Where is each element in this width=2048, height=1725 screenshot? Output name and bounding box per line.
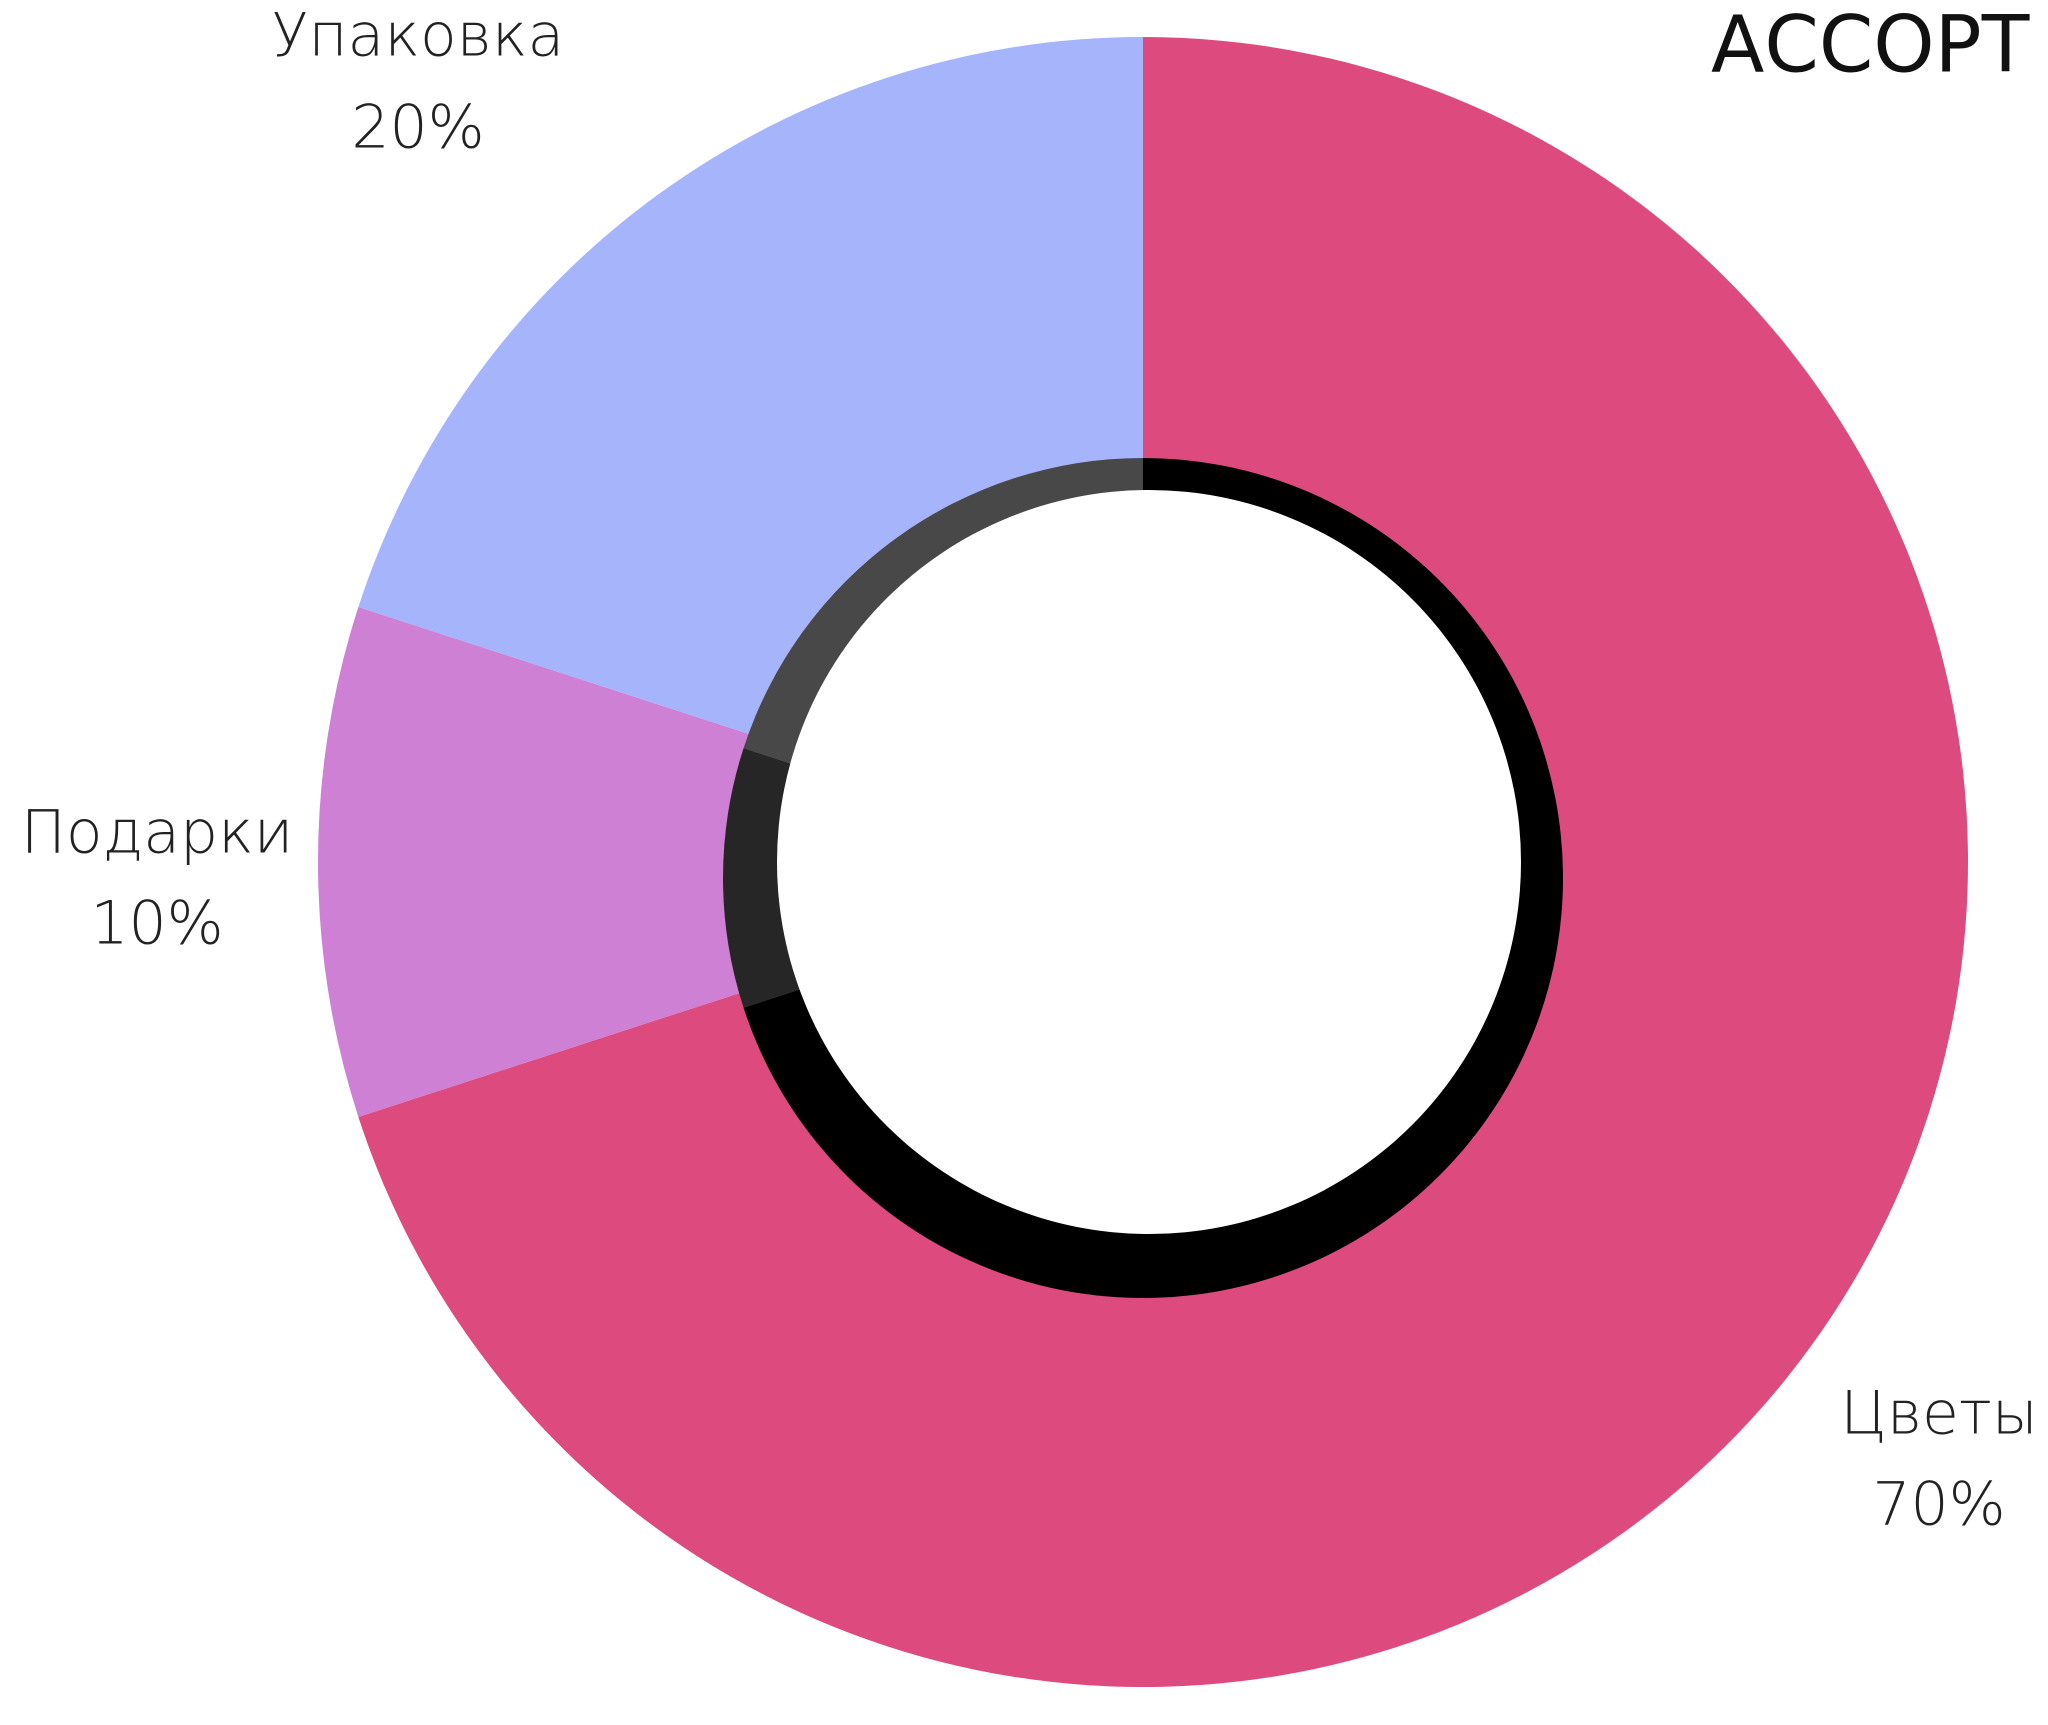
value-label: 10% [90,889,223,959]
chart: Цветы 70% Подарки 10% Упаковка 20% АССОРТ [0,0,2048,1725]
page: {"chart_data": {"type": "donut", "title"… [0,0,2048,1725]
chart-title: АССОРТ [1711,0,2030,90]
slice-label: Подарки [21,798,293,868]
slice-label: Упаковка [272,1,564,71]
value-label: 70% [1872,1470,2005,1540]
slice-label: Цветы [1840,1379,2038,1449]
value-label: 20% [351,93,484,163]
donut-hole [777,490,1521,1234]
